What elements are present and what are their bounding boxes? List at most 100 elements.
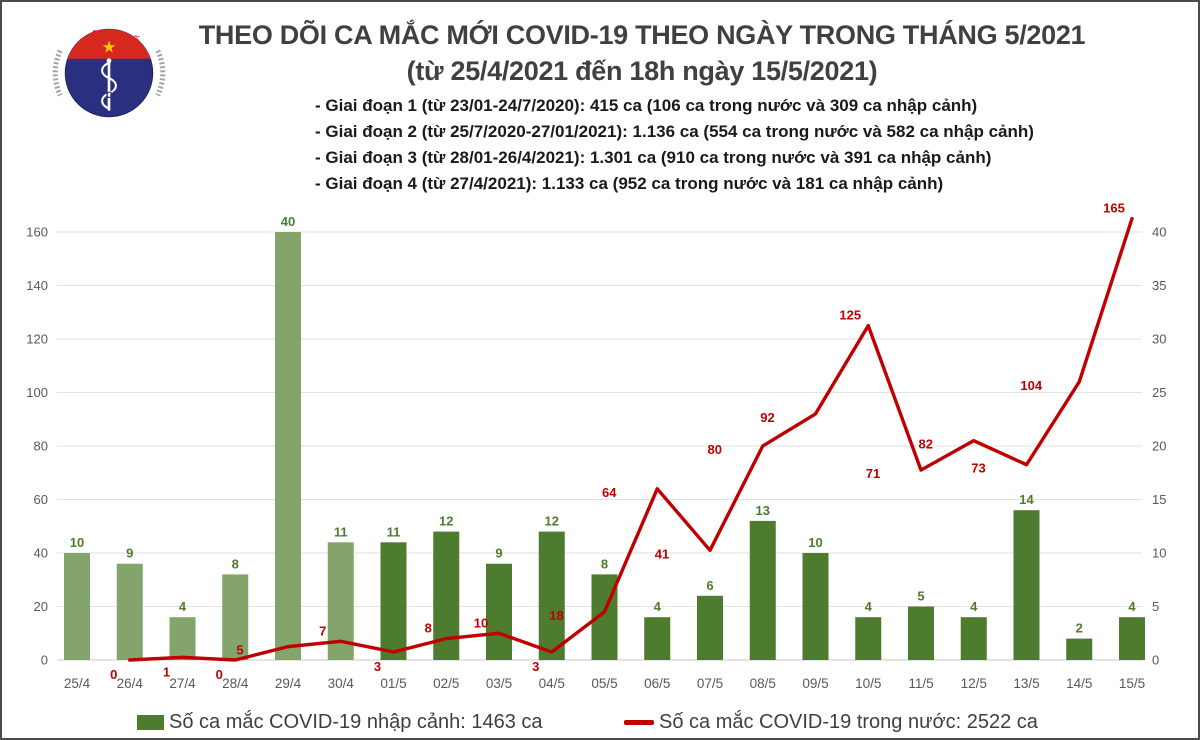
date-label: 04/5 [539, 676, 565, 691]
date-label: 12/5 [961, 676, 987, 691]
date-label: 06/5 [644, 676, 670, 691]
right-axis-tick: 40 [1152, 225, 1166, 240]
line-value-label: 82 [919, 437, 933, 452]
date-label: 02/5 [433, 676, 459, 691]
bar-value-label: 40 [281, 214, 295, 229]
left-axis-tick: 120 [26, 332, 48, 347]
line-value-label: 8 [425, 621, 432, 636]
date-label: 09/5 [802, 676, 828, 691]
bar-value-label: 12 [439, 514, 453, 529]
left-axis-tick: 40 [34, 546, 48, 561]
date-label: 10/5 [855, 676, 881, 691]
bar-29/4 [275, 232, 301, 660]
bar-25/4 [64, 553, 90, 660]
bar-value-label: 4 [1128, 599, 1136, 614]
line-value-label: 0 [216, 667, 223, 682]
right-axis-tick: 10 [1152, 546, 1166, 561]
bar-value-label: 13 [756, 503, 770, 518]
legend-label-domestic: Số ca mắc COVID-19 trong nước: 2522 ca [659, 711, 1038, 733]
date-label: 03/5 [486, 676, 512, 691]
right-axis-tick: 5 [1152, 599, 1159, 614]
bar-value-label: 9 [126, 546, 133, 561]
date-label: 14/5 [1066, 676, 1092, 691]
line-value-label: 1 [163, 664, 170, 679]
line-value-label: 64 [602, 485, 617, 500]
line-value-label: 10 [474, 615, 488, 630]
phase-note-2: - Giai đoạn 2 (từ 25/7/2020-27/01/2021):… [315, 122, 1034, 141]
bar-13/5 [1013, 510, 1040, 660]
bar-value-label: 9 [495, 546, 502, 561]
line-value-label: 92 [760, 410, 774, 425]
line-value-label: 3 [374, 659, 381, 674]
bar-14/5 [1066, 638, 1093, 660]
line-value-label: 18 [549, 608, 563, 623]
left-axis-tick: 80 [34, 439, 48, 454]
date-label: 15/5 [1119, 676, 1145, 691]
line-value-label: 125 [839, 308, 861, 323]
left-axis-tick: 60 [34, 492, 48, 507]
bar-07/5 [697, 595, 723, 660]
line-value-label: 80 [708, 442, 722, 457]
bar-01/5 [380, 542, 407, 660]
bar-value-label: 4 [654, 599, 662, 614]
line-value-label: 0 [110, 667, 117, 682]
right-axis-tick: 25 [1152, 385, 1166, 400]
bar-value-label: 8 [232, 556, 239, 571]
date-label: 05/5 [591, 676, 617, 691]
bar-08/5 [749, 520, 776, 660]
bar-value-label: 14 [1019, 492, 1034, 507]
bar-value-label: 10 [808, 535, 822, 550]
logo-ring-right [155, 49, 166, 97]
bar-value-label: 11 [334, 524, 348, 539]
date-label: 28/4 [222, 676, 249, 691]
left-axis-tick: 20 [34, 599, 48, 614]
right-axis-tick: 15 [1152, 492, 1166, 507]
ministry-of-health-logo: ★ BỘ Y TẾ MINISTRY OF HEALTH [52, 27, 166, 118]
bar-value-label: 4 [179, 599, 187, 614]
bar-03/5 [486, 563, 512, 660]
date-label: 11/5 [908, 676, 933, 691]
phase-notes: - Giai đoạn 1 (từ 23/01-24/7/2020): 415 … [315, 93, 1034, 197]
bar-value-label: 4 [865, 599, 873, 614]
bar-15/5 [1119, 617, 1145, 660]
logo-snake-head [106, 58, 112, 64]
domestic-cases-line [128, 216, 1134, 662]
logo-red-band [67, 29, 151, 59]
date-label: 27/4 [169, 676, 196, 691]
phase-note-1: - Giai đoạn 1 (từ 23/01-24/7/2020): 415 … [315, 96, 978, 115]
left-axis-tick: 0 [41, 653, 48, 668]
logo-star-icon: ★ [102, 39, 117, 57]
bar-value-label: 4 [970, 599, 978, 614]
bar-value-label: 5 [917, 589, 924, 604]
legend-swatch-bar [137, 715, 164, 730]
bar-12/5 [960, 617, 987, 660]
chart-title: THEO DÕI CA MẮC MỚI COVID-19 THEO NGÀY T… [198, 20, 1086, 50]
date-label: 30/4 [328, 676, 355, 691]
bar-value-label: 10 [70, 535, 84, 550]
line-value-label: 104 [1020, 378, 1042, 393]
logo-top-text: BỘ Y TẾ [78, 27, 141, 51]
left-axis-tick: 140 [26, 278, 48, 293]
right-axis-tick: 20 [1152, 439, 1166, 454]
date-label: 25/4 [64, 676, 91, 691]
bar-value-label: 6 [706, 578, 713, 593]
line-value-label: 5 [236, 643, 243, 658]
bar-27/4 [169, 617, 196, 660]
phase-note-4: - Giai đoạn 4 (từ 27/4/2021): 1.133 ca (… [315, 174, 944, 193]
bar-26/4 [116, 563, 143, 660]
logo-snake-icon [101, 61, 117, 110]
chart-subtitle: (từ 25/4/2021 đến 18h ngày 15/5/2021) [406, 56, 878, 86]
line-value-label: 3 [532, 659, 539, 674]
legend-label-imported: Số ca mắc COVID-19 nhập cảnh: 1463 ca [169, 711, 543, 733]
right-axis-tick: 35 [1152, 278, 1166, 293]
date-label: 13/5 [1013, 676, 1039, 691]
line-value-label: 41 [655, 546, 669, 561]
bar-value-label: 2 [1076, 621, 1083, 636]
date-label: 07/5 [697, 676, 723, 691]
date-label: 26/4 [117, 676, 144, 691]
date-label: 29/4 [275, 676, 302, 691]
line-value-label: 165 [1103, 201, 1125, 216]
bar-value-label: 12 [545, 514, 559, 529]
